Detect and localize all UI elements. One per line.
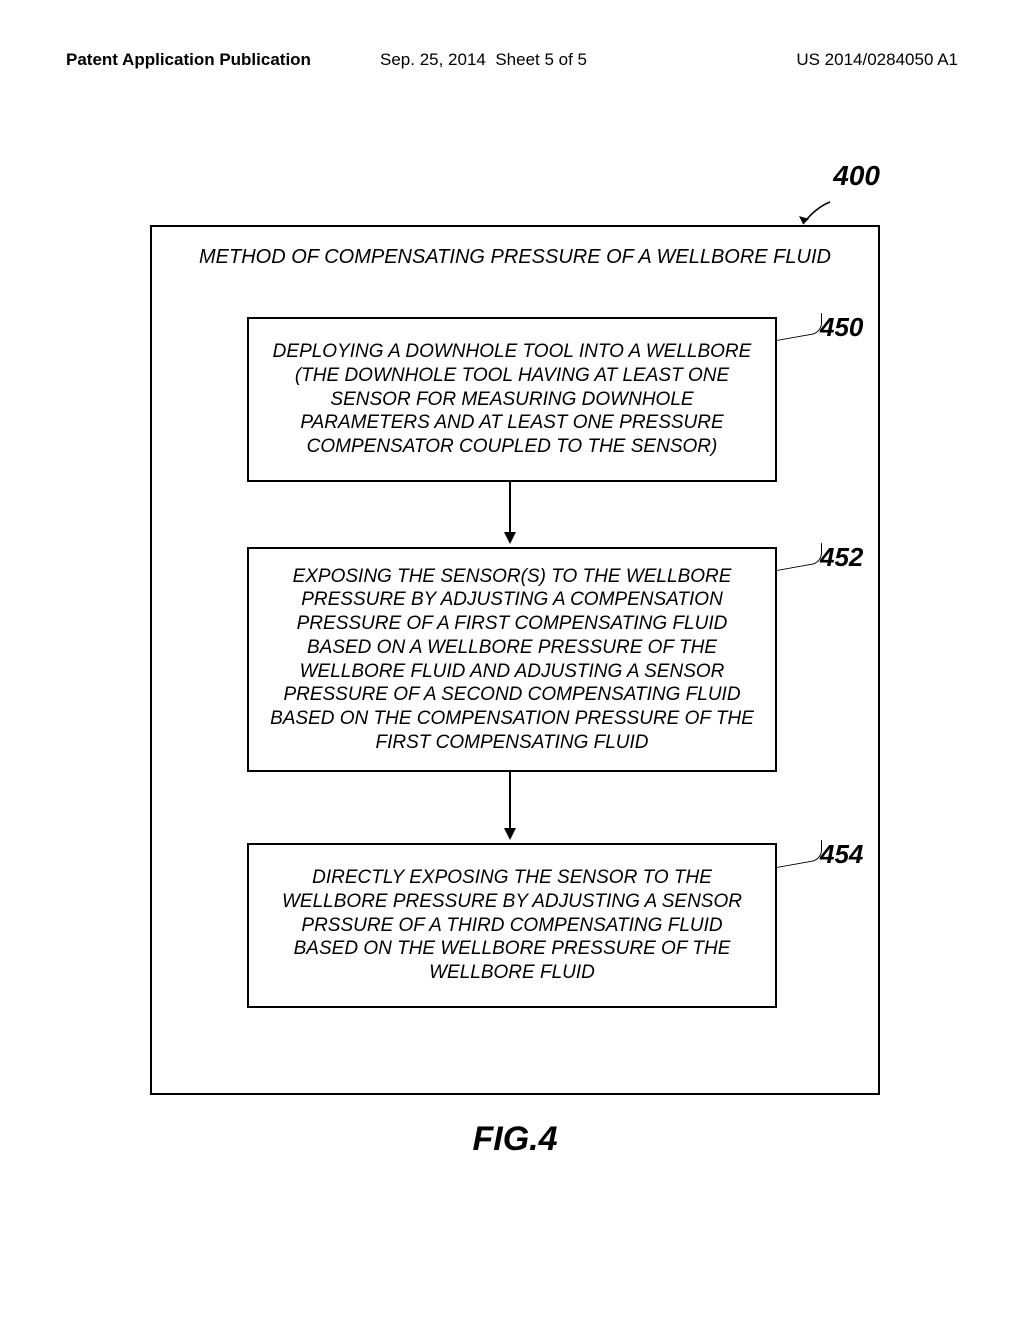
reference-leader-icon [777,543,822,571]
flowchart-step-452: EXPOSING THE SENSOR(S) TO THE WELLBORE P… [247,547,777,772]
step-text: DIRECTLY EXPOSING THE SENSOR TO THE WELL… [267,866,757,985]
reference-leader-icon [777,313,822,341]
header-date-sheet: Sep. 25, 2014 Sheet 5 of 5 [380,50,587,70]
step-text: DEPLOYING A DOWNHOLE TOOL INTO A WELLBOR… [267,340,757,459]
reference-numeral-452: 452 [820,542,863,573]
flowchart-outer-box: METHOD OF COMPENSATING PRESSURE OF A WEL… [150,225,880,1095]
flowchart-title: METHOD OF COMPENSATING PRESSURE OF A WEL… [182,245,848,270]
flowchart-step-454: DIRECTLY EXPOSING THE SENSOR TO THE WELL… [247,843,777,1008]
step-text: EXPOSING THE SENSOR(S) TO THE WELLBORE P… [267,565,757,755]
header-publication-type: Patent Application Publication [66,50,311,69]
reference-numeral-450: 450 [820,312,863,343]
reference-leader-icon [777,840,822,868]
reference-numeral-main: 400 [833,160,880,192]
reference-numeral-454: 454 [820,839,863,870]
figure-caption: FIG.4 [150,1120,880,1159]
flowchart-step-450: DEPLOYING A DOWNHOLE TOOL INTO A WELLBOR… [247,317,777,482]
page-header: Patent Application Publication Sep. 25, … [0,50,1024,70]
header-publication-number: US 2014/0284050 A1 [796,50,958,70]
